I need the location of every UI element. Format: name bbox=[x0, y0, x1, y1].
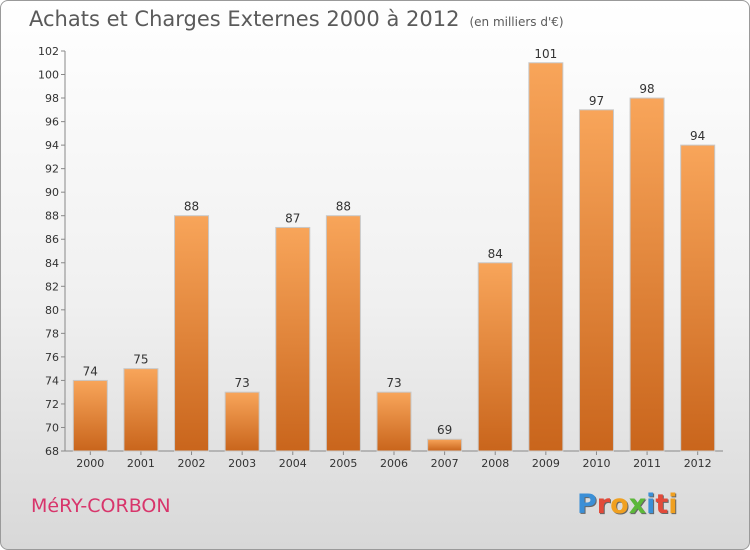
x-tick-label-2000: 2000 bbox=[76, 457, 104, 470]
y-tick-label: 84 bbox=[45, 257, 59, 270]
bar-2004 bbox=[275, 226, 311, 452]
data-label-2011: 98 bbox=[639, 82, 654, 96]
x-tick-label-2009: 2009 bbox=[532, 457, 560, 470]
bar-2009 bbox=[528, 62, 564, 452]
y-tick-label: 86 bbox=[45, 233, 59, 246]
bar-2010 bbox=[578, 109, 614, 452]
data-label-2000: 74 bbox=[83, 364, 98, 378]
bar-2006 bbox=[376, 391, 412, 452]
city-name: MéRY-CORBON bbox=[31, 495, 171, 517]
x-tick-label-2012: 2012 bbox=[684, 457, 712, 470]
logo-letter: i bbox=[646, 489, 656, 520]
bar-2008 bbox=[477, 262, 513, 452]
bar-2000 bbox=[72, 379, 108, 452]
y-tick-label: 102 bbox=[38, 45, 59, 58]
y-tick-label: 78 bbox=[45, 327, 59, 340]
y-tick-label: 94 bbox=[45, 139, 59, 152]
logo-letter: r bbox=[596, 489, 611, 520]
y-tick-label: 100 bbox=[38, 69, 59, 82]
data-label-2006: 73 bbox=[386, 376, 401, 390]
y-tick-label: 96 bbox=[45, 116, 59, 129]
x-tick-label-2006: 2006 bbox=[380, 457, 408, 470]
data-label-2003: 73 bbox=[235, 376, 250, 390]
bar-2002 bbox=[174, 215, 210, 452]
bar-2005 bbox=[325, 215, 361, 452]
bar-2011 bbox=[629, 97, 665, 452]
data-label-2004: 87 bbox=[285, 211, 300, 225]
proxiti-logo: Proxiti bbox=[577, 489, 678, 520]
data-label-2012: 94 bbox=[690, 129, 705, 143]
chart-title-text: Achats et Charges Externes 2000 à 2012 bbox=[29, 7, 460, 31]
x-tick-label-2001: 2001 bbox=[127, 457, 155, 470]
data-label-2001: 75 bbox=[133, 353, 148, 367]
x-tick-label-2002: 2002 bbox=[178, 457, 206, 470]
logo-letter: o bbox=[610, 489, 629, 520]
chart-title: Achats et Charges Externes 2000 à 2012 (e… bbox=[29, 7, 564, 31]
y-tick-label: 72 bbox=[45, 398, 59, 411]
y-tick-label: 90 bbox=[45, 186, 59, 199]
logo-letter: i bbox=[668, 489, 678, 520]
data-label-2010: 97 bbox=[589, 94, 604, 108]
x-tick-label-2011: 2011 bbox=[633, 457, 661, 470]
y-tick-label: 88 bbox=[45, 210, 59, 223]
y-tick-label: 76 bbox=[45, 351, 59, 364]
bar-2007 bbox=[427, 438, 463, 452]
y-tick-label: 98 bbox=[45, 92, 59, 105]
chart-subtitle: (en milliers d'€) bbox=[469, 15, 564, 29]
x-tick-label-2008: 2008 bbox=[481, 457, 509, 470]
y-tick-label: 82 bbox=[45, 280, 59, 293]
bars bbox=[72, 62, 716, 452]
y-tick-label: 68 bbox=[45, 445, 59, 458]
y-tick-label: 74 bbox=[45, 374, 59, 387]
bar-2003 bbox=[224, 391, 260, 452]
x-tick-label-2010: 2010 bbox=[582, 457, 610, 470]
x-tick-label-2007: 2007 bbox=[431, 457, 459, 470]
y-tick-label: 70 bbox=[45, 421, 59, 434]
data-labels: 74 75 88 73 87 88 73 69 84 101 97 98 94 bbox=[83, 47, 706, 437]
logo-letter: P bbox=[577, 489, 597, 520]
x-tick-label-2005: 2005 bbox=[329, 457, 357, 470]
axes: 68 70 72 74 76 78 80 82 84 86 88 90 92 94 96 98 100 102 20… bbox=[38, 45, 723, 470]
y-tick-label: 80 bbox=[45, 304, 59, 317]
data-label-2005: 88 bbox=[336, 200, 351, 214]
data-label-2008: 84 bbox=[488, 247, 503, 261]
logo-letter: t bbox=[655, 489, 669, 520]
logo-letter: x bbox=[628, 489, 647, 520]
x-tick-label-2004: 2004 bbox=[279, 457, 307, 470]
bar-2012 bbox=[680, 144, 716, 452]
data-label-2007: 69 bbox=[437, 423, 452, 437]
data-label-2009: 101 bbox=[534, 47, 557, 61]
bar-2001 bbox=[123, 368, 159, 452]
y-tick-label: 92 bbox=[45, 163, 59, 176]
data-label-2002: 88 bbox=[184, 200, 199, 214]
x-tick-label-2003: 2003 bbox=[228, 457, 256, 470]
